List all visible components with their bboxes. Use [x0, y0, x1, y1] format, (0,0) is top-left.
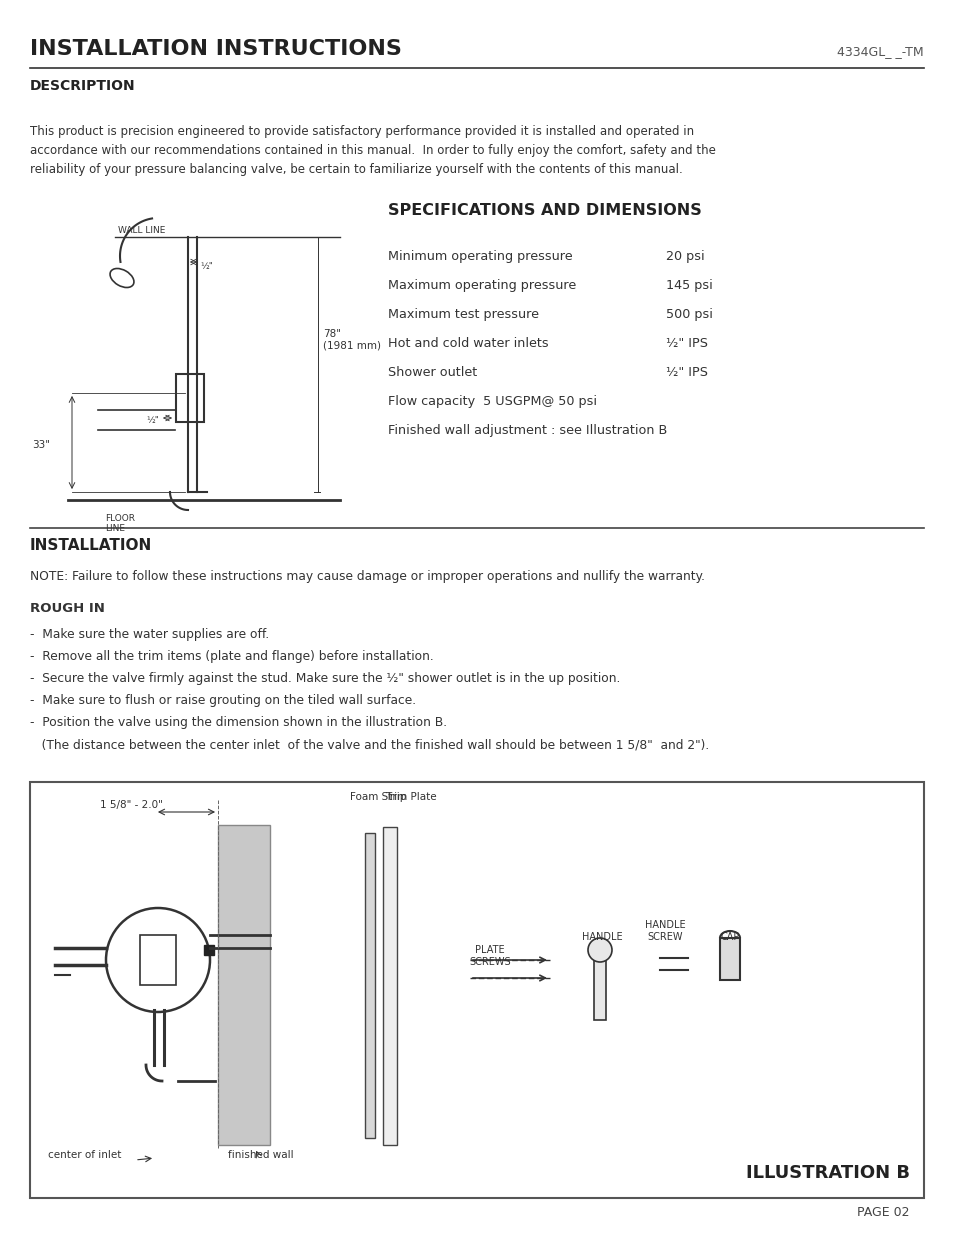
- Bar: [365, 832, 375, 1137]
- Text: Minimum operating pressure: Minimum operating pressure: [388, 249, 572, 263]
- Text: HANDLE: HANDLE: [581, 932, 622, 942]
- Text: -  Remove all the trim items (plate and flange) before installation.: - Remove all the trim items (plate and f…: [30, 650, 434, 663]
- Text: DESCRIPTION: DESCRIPTION: [30, 79, 135, 93]
- Text: ½": ½": [200, 261, 213, 270]
- Bar: [594, 950, 605, 1020]
- Text: -  Secure the valve firmly against the stud. Make sure the ½" shower outlet is i: - Secure the valve firmly against the st…: [30, 672, 619, 685]
- Text: ILLUSTRATION B: ILLUSTRATION B: [745, 1165, 909, 1182]
- Text: SPECIFICATIONS AND DIMENSIONS: SPECIFICATIONS AND DIMENSIONS: [388, 203, 701, 219]
- Text: ROUGH IN: ROUGH IN: [30, 601, 105, 615]
- Text: finished wall: finished wall: [228, 1150, 294, 1160]
- Text: FLOOR
LINE: FLOOR LINE: [105, 514, 135, 534]
- Bar: [204, 945, 213, 955]
- Text: ½" IPS: ½" IPS: [665, 366, 707, 379]
- Text: -  Position the valve using the dimension shown in the illustration B.: - Position the valve using the dimension…: [30, 716, 447, 729]
- Text: WALL LINE: WALL LINE: [118, 226, 165, 235]
- Text: Trim Plate: Trim Plate: [385, 792, 436, 802]
- Text: 1 5/8" - 2.0": 1 5/8" - 2.0": [100, 800, 163, 810]
- Text: Flow capacity  5 USGPM@ 50 psi: Flow capacity 5 USGPM@ 50 psi: [388, 395, 597, 408]
- Text: INSTALLATION INSTRUCTIONS: INSTALLATION INSTRUCTIONS: [30, 40, 401, 59]
- Text: Maximum test pressure: Maximum test pressure: [388, 308, 538, 321]
- Text: PAGE 02: PAGE 02: [857, 1207, 909, 1219]
- Text: This product is precision engineered to provide satisfactory performance provide: This product is precision engineered to …: [30, 125, 715, 177]
- Text: NOTE: Failure to follow these instructions may cause damage or improper operatio: NOTE: Failure to follow these instructio…: [30, 571, 704, 583]
- Text: INSTALLATION: INSTALLATION: [30, 538, 152, 553]
- Bar: [720, 939, 740, 981]
- Text: PLATE
SCREWS: PLATE SCREWS: [469, 945, 510, 967]
- Text: (The distance between the center inlet  of the valve and the finished wall shoul: (The distance between the center inlet o…: [30, 739, 708, 751]
- Text: ½": ½": [146, 415, 159, 424]
- Text: 145 psi: 145 psi: [665, 279, 712, 291]
- Bar: [382, 827, 396, 1145]
- Text: center of inlet: center of inlet: [48, 1150, 121, 1160]
- Text: Shower outlet: Shower outlet: [388, 366, 476, 379]
- Text: Hot and cold water inlets: Hot and cold water inlets: [388, 337, 548, 350]
- Text: HANDLE
SCREW: HANDLE SCREW: [644, 920, 684, 942]
- Text: ½" IPS: ½" IPS: [665, 337, 707, 350]
- Text: 78"
(1981 mm): 78" (1981 mm): [323, 330, 380, 351]
- Text: 500 psi: 500 psi: [665, 308, 712, 321]
- Text: 4334GL_ _-TM: 4334GL_ _-TM: [837, 44, 923, 58]
- Bar: [30, 782, 923, 1198]
- Text: -  Make sure to flush or raise grouting on the tiled wall surface.: - Make sure to flush or raise grouting o…: [30, 694, 416, 706]
- Bar: [140, 935, 175, 986]
- Text: Finished wall adjustment : see Illustration B: Finished wall adjustment : see Illustrat…: [388, 424, 666, 437]
- Text: CAP: CAP: [720, 932, 739, 942]
- Text: 20 psi: 20 psi: [665, 249, 704, 263]
- Bar: [175, 374, 204, 422]
- Text: 33": 33": [32, 440, 50, 450]
- Text: -  Make sure the water supplies are off.: - Make sure the water supplies are off.: [30, 629, 269, 641]
- Text: Maximum operating pressure: Maximum operating pressure: [388, 279, 576, 291]
- Circle shape: [587, 939, 612, 962]
- Bar: [218, 825, 270, 1145]
- Text: Foam Strip: Foam Strip: [350, 792, 406, 802]
